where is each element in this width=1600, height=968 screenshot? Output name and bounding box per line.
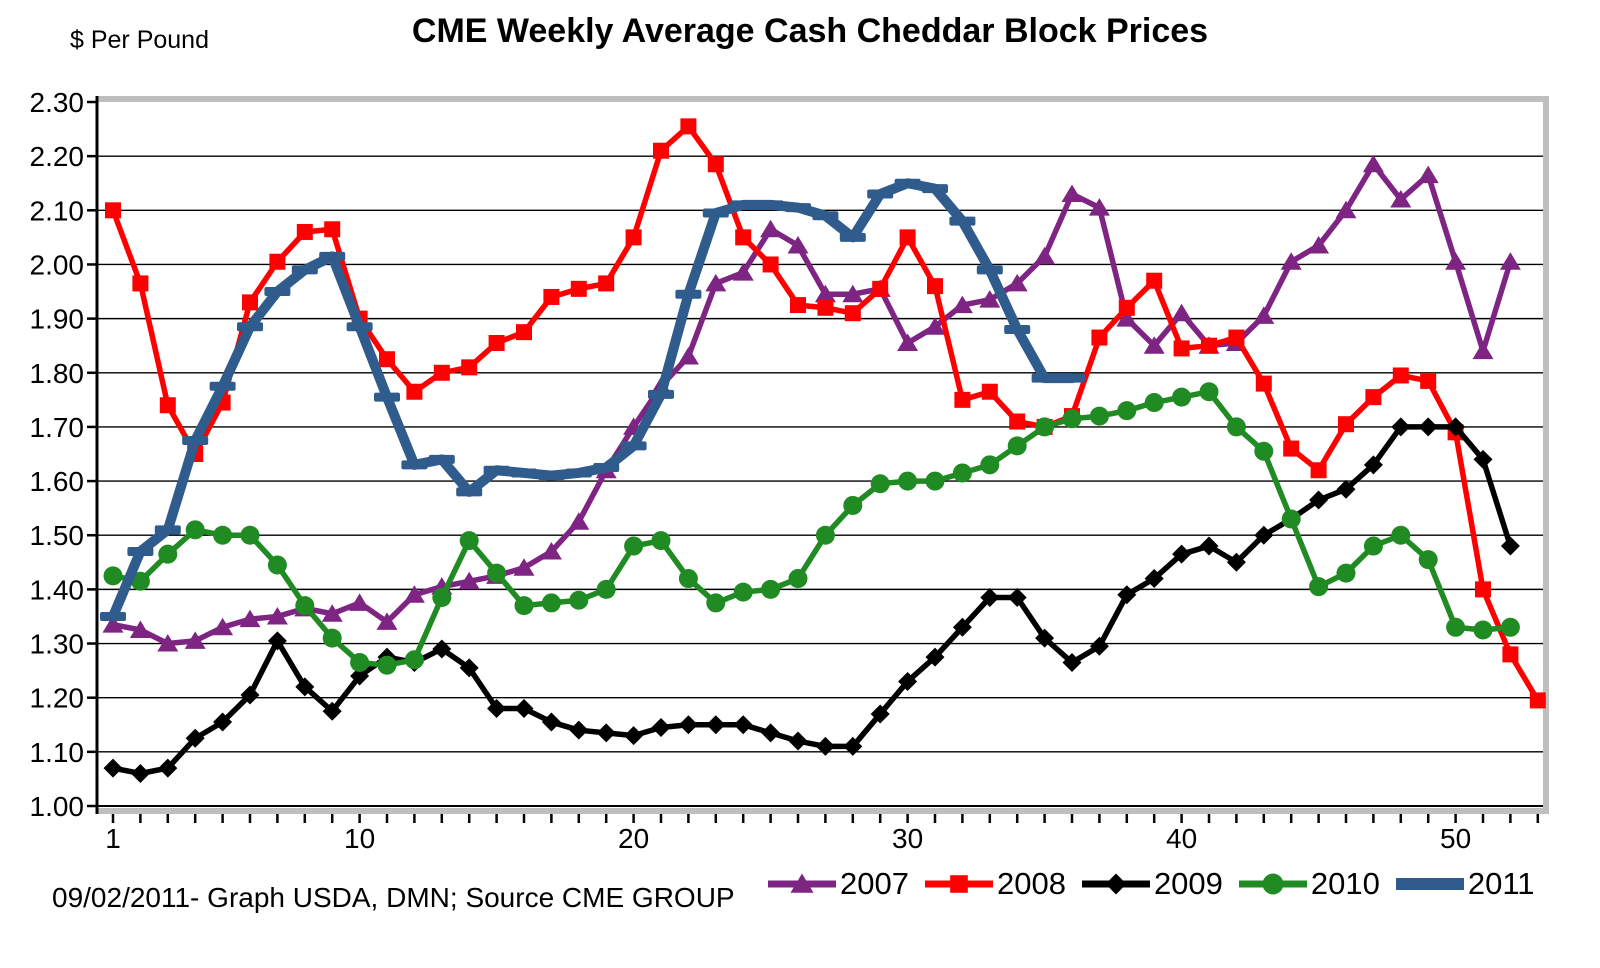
- plot-border: [95, 96, 1549, 814]
- x-tick-label: 1: [105, 823, 121, 854]
- legend-swatch-2008-icon: [924, 875, 993, 893]
- x-tick-label: 20: [618, 823, 649, 854]
- y-tick-label: 1.20: [30, 683, 85, 714]
- legend-item-2008: 2008: [923, 866, 1066, 902]
- legend-swatch-2007-icon: [768, 873, 836, 893]
- y-tick-label: 1.50: [30, 520, 85, 551]
- x-axis: 1 10 20 30 40 50: [105, 814, 1540, 854]
- y-axis: 2.30 2.20 2.10 2.00 1.90 1.80 1.70 1.60 1.50 1.40…: [30, 87, 97, 822]
- legend-label-2011: 2011: [1467, 866, 1535, 901]
- legend-label-2009: 2009: [1153, 866, 1223, 901]
- y-tick-label: 1.30: [30, 629, 85, 660]
- legend-item-2011: 2011: [1394, 866, 1535, 902]
- legend-label-2010: 2010: [1310, 866, 1380, 901]
- x-tick-label: 50: [1440, 823, 1471, 854]
- legend-swatch-2011-icon: [1395, 878, 1464, 890]
- y-tick-label: 1.80: [30, 358, 85, 389]
- y-tick-label: 1.40: [30, 574, 85, 605]
- x-tick-label: 40: [1166, 823, 1197, 854]
- series-2009: [103, 417, 1520, 784]
- x-tick-label: 10: [344, 823, 375, 854]
- legend-item-2009: 2009: [1080, 866, 1223, 902]
- legend-swatch-2009-icon: [1081, 873, 1150, 895]
- legend: 2007 2008 2009 2010 2011: [766, 866, 1535, 902]
- y-tick-label: 2.30: [30, 87, 85, 118]
- x-tick-label: 30: [892, 823, 923, 854]
- y-tick-label: 2.20: [30, 141, 85, 172]
- series-2011: [100, 178, 1085, 622]
- legend-swatch-2010-icon: [1238, 873, 1307, 895]
- legend-item-2007: 2007: [766, 866, 909, 902]
- legend-label-2007: 2007: [840, 866, 909, 901]
- series-2010: [103, 382, 1520, 675]
- y-tick-label: 1.60: [30, 466, 85, 497]
- chart-title: CME Weekly Average Cash Cheddar Block Pr…: [411, 12, 1209, 50]
- y-tick-label: 2.10: [30, 195, 85, 226]
- legend-label-2008: 2008: [996, 866, 1066, 901]
- y-axis-unit-label: $ Per Pound: [70, 26, 209, 54]
- y-tick-label: 1.70: [30, 412, 85, 443]
- y-tick-label: 1.90: [30, 304, 85, 335]
- legend-item-2010: 2010: [1237, 866, 1380, 902]
- y-tick-label: 1.00: [30, 791, 85, 822]
- y-tick-label: 1.10: [30, 737, 85, 768]
- series-2008: [105, 118, 1546, 709]
- footer-note: 09/02/2011- Graph USDA, DMN; Source CME …: [52, 882, 735, 913]
- y-tick-label: 2.00: [30, 249, 85, 280]
